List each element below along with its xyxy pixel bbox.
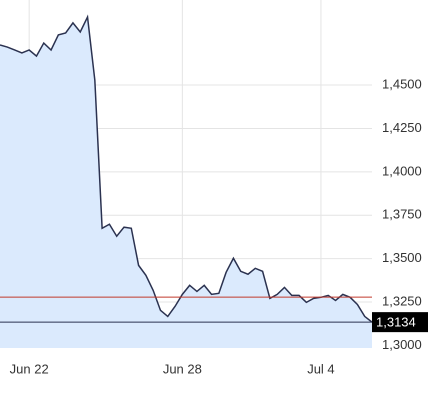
- x-tick-label: Jun 22: [10, 361, 49, 376]
- last-price-label: 1,3134: [376, 315, 416, 330]
- area-fill: [0, 17, 372, 349]
- y-tick-label: 1,3750: [382, 207, 422, 222]
- y-tick-label: 1,3250: [382, 293, 422, 308]
- y-tick-label: 1,4000: [382, 163, 422, 178]
- last-price-box: [372, 312, 428, 333]
- x-tick-label: Jul 4: [307, 361, 334, 376]
- y-tick-label: 1,4250: [382, 120, 422, 135]
- y-tick-label: 1,4500: [382, 76, 422, 91]
- x-tick-label: Jun 28: [163, 361, 202, 376]
- y-tick-label: 1,3000: [382, 337, 422, 352]
- y-tick-label: 1,3500: [382, 250, 422, 265]
- price-line: [0, 14, 373, 323]
